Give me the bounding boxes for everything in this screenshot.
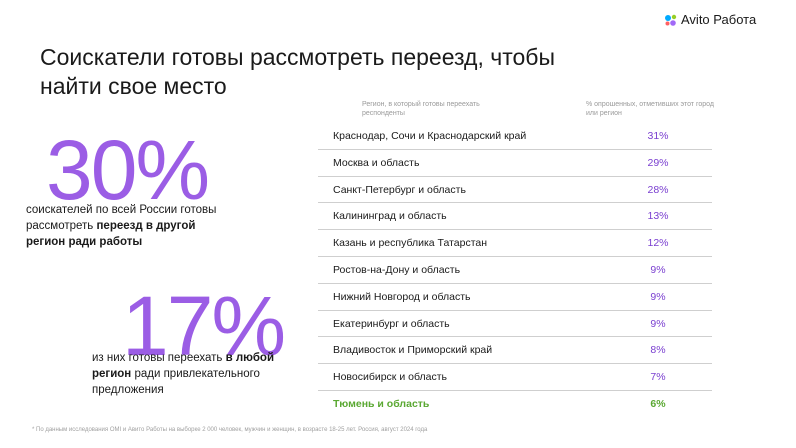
footnote: * По данным исследования OMI и Авито Раб… [32, 427, 428, 433]
percent: 9% [650, 317, 666, 330]
table-header: % опрошенных, отметивших этот город или … [586, 101, 714, 117]
table-row: Москва и область 29% [318, 149, 712, 177]
logo: Avito Работа [664, 12, 756, 27]
region: Краснодар, Сочи и Краснодарский край [333, 130, 527, 142]
table-row: Владивосток и Приморский край 8% [318, 336, 712, 365]
stat-text-part: в любой регион [92, 352, 275, 380]
percent: 8% [650, 344, 666, 357]
table-row: Краснодар, Сочи и Краснодарский край 31% [318, 122, 712, 150]
stat-text-part: из них готовы переехать [92, 352, 226, 364]
table-row: Калининград и область 13% [318, 202, 712, 231]
table-row: Екатеринбург и область 9% [318, 310, 712, 338]
table-row: Казань и республика Татарстан 12% [318, 229, 712, 257]
region: Ростов-на-Дону и область [333, 264, 461, 276]
table-row: Новосибирск и область 7% [318, 363, 712, 391]
stat-text: соискателей по всей России готовы рассмо… [26, 202, 226, 250]
table-row: Тюмень и область 6% [318, 390, 712, 417]
percent: 12% [647, 237, 669, 250]
table-row: Санкт-Петербург и область 28% [318, 176, 712, 204]
percent: 29% [647, 156, 669, 169]
stat-text: из них готовы переехать в любой регион р… [92, 350, 292, 398]
stat-text-part: соискателей по всей России готовы рассмо… [26, 204, 217, 232]
stat-number: 17% [122, 279, 286, 373]
percent: 6% [650, 398, 666, 410]
region: Нижний Новгород и область [333, 290, 471, 303]
table-row: Ростов-на-Дону и область 9% [318, 256, 712, 284]
logo-icon [665, 14, 677, 26]
region: Тюмень и область [333, 398, 430, 410]
stat-text-part: переезд в другой регион ради работы [26, 220, 196, 248]
region: Москва и область [333, 156, 420, 169]
percent: 13% [647, 210, 669, 223]
region: Казань и республика Татарстан [333, 237, 488, 250]
table-header: Регион, в который готовы переехать респо… [362, 101, 480, 117]
percent: 7% [650, 371, 666, 384]
region: Санкт-Петербург и область [333, 183, 466, 196]
title: Соискатели готовы рассмотреть переезд, ч… [40, 43, 555, 101]
title-line: найти свое место [40, 73, 227, 99]
percent: 9% [650, 290, 666, 303]
percent: 28% [647, 183, 669, 196]
region: Владивосток и Приморский край [333, 344, 493, 357]
logo-text: Avito Работа [681, 12, 757, 27]
stat-text-part: ради привлекательного предложения [92, 368, 260, 396]
percent: 9% [650, 264, 666, 276]
region: Новосибирск и область [333, 371, 447, 384]
region: Калининград и область [333, 210, 447, 223]
region: Екатеринбург и область [333, 317, 450, 330]
table-row: Нижний Новгород и область 9% [318, 283, 712, 311]
stat-number: 30% [46, 123, 210, 217]
percent: 31% [647, 130, 669, 142]
title-line: Соискатели готовы рассмотреть переезд, ч… [40, 44, 555, 70]
